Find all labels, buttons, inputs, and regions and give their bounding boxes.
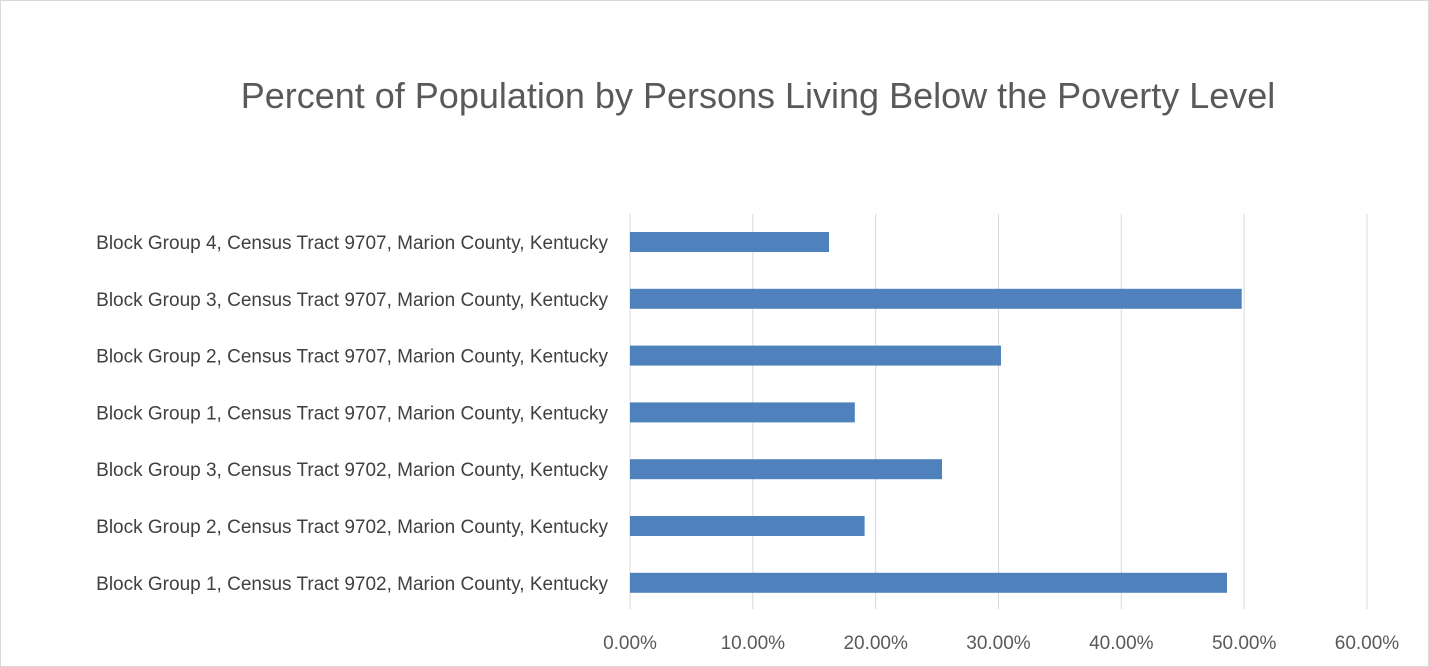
x-tick-label: 50.00% <box>1212 633 1277 654</box>
category-label: Block Group 4, Census Tract 9707, Marion… <box>96 233 608 254</box>
x-axis-tick-labels: 0.00% 10.00% 20.00% 30.00% 40.00% 50.00% 60.00… <box>603 633 1399 654</box>
x-tick-label: 20.00% <box>843 633 908 654</box>
bar <box>630 345 1001 366</box>
bar <box>630 402 855 423</box>
x-tick-label: 60.00% <box>1335 633 1400 654</box>
category-label: Block Group 1, Census Tract 9707, Marion… <box>96 403 608 424</box>
category-label: Block Group 1, Census Tract 9702, Marion… <box>96 574 608 595</box>
category-label: Block Group 2, Census Tract 9702, Marion… <box>96 517 608 538</box>
bar <box>630 288 1242 309</box>
gridlines <box>629 214 1368 609</box>
x-tick-label: 40.00% <box>1089 633 1154 654</box>
bar <box>630 572 1227 593</box>
category-label: Block Group 2, Census Tract 9707, Marion… <box>96 347 608 368</box>
bars <box>630 232 1242 593</box>
x-tick-label: 10.00% <box>721 633 786 654</box>
chart-title: Percent of Population by Persons Living … <box>241 75 1276 116</box>
bar <box>630 459 942 480</box>
category-label: Block Group 3, Census Tract 9702, Marion… <box>96 460 608 481</box>
x-tick-label: 30.00% <box>966 633 1031 654</box>
x-tick-label: 0.00% <box>603 633 657 654</box>
bar <box>630 516 865 536</box>
category-label: Block Group 3, Census Tract 9707, Marion… <box>96 290 608 311</box>
category-labels: Block Group 4, Census Tract 9707, Marion… <box>96 233 608 595</box>
bar <box>630 232 829 252</box>
